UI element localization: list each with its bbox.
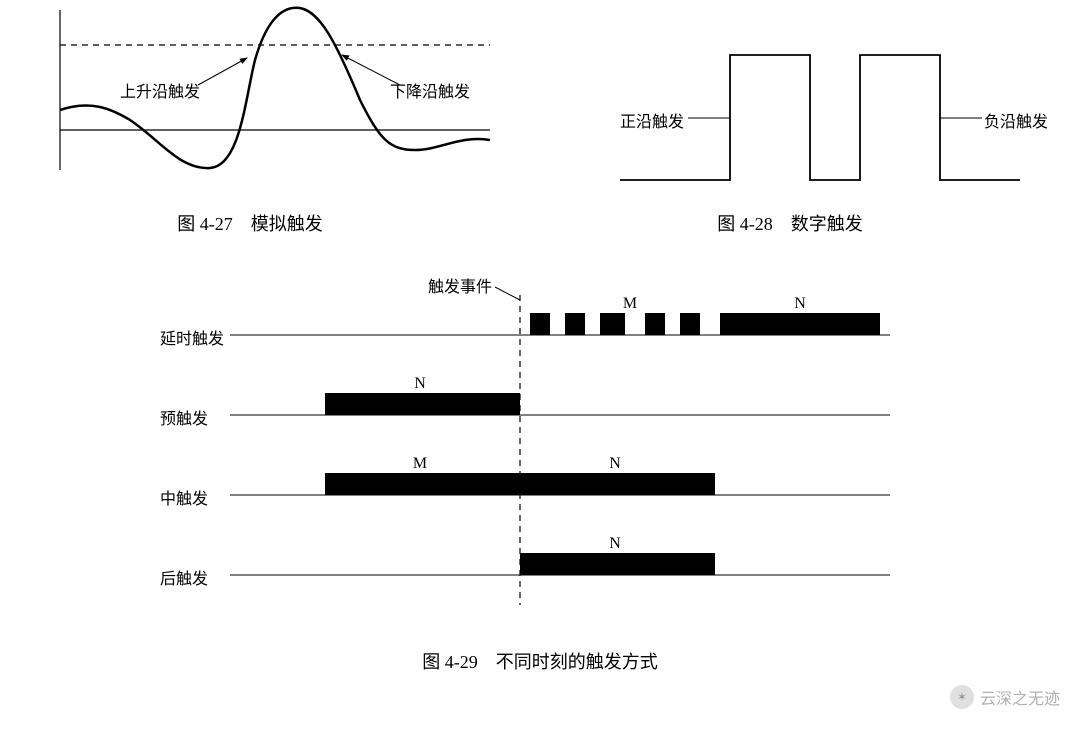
pos-edge-label: 正沿触发 (620, 108, 684, 132)
pre-n-bar (325, 393, 520, 415)
rising-leader (198, 58, 247, 85)
delay-pulse-1 (530, 313, 550, 335)
delay-n-bar (720, 313, 880, 335)
delay-row-label: 延时触发 (160, 325, 224, 349)
delay-pulse-2 (565, 313, 585, 335)
wechat-icon: ✶ (950, 685, 974, 709)
fig-4-28-caption: 图 4-28 数字触发 (660, 210, 920, 236)
fig-4-29: M N N M N N 延时触发 预触发 中触发 后触发 触发事件 (160, 275, 920, 650)
fig-4-29-svg: M N N M N N (160, 275, 920, 645)
fig-4-28: 正沿触发 负沿触发 (600, 10, 1030, 215)
falling-edge-label: 下降沿触发 (390, 78, 470, 102)
post-row-label: 后触发 (160, 565, 208, 589)
watermark: ✶ 云深之无迹 (950, 685, 1060, 709)
fig-4-27-caption: 图 4-27 模拟触发 (120, 210, 380, 236)
delay-pulse-3 (600, 313, 625, 335)
delay-n-letter: N (794, 295, 806, 312)
delay-pulse-5 (680, 313, 700, 335)
post-n-bar (520, 553, 715, 575)
pre-n-letter: N (414, 375, 426, 392)
fig-4-27: 上升沿触发 下降沿触发 (20, 0, 500, 205)
mid-m-letter: M (413, 455, 427, 472)
mid-row-label: 中触发 (160, 485, 208, 509)
pre-row-label: 预触发 (160, 405, 208, 429)
post-n-letter: N (609, 535, 621, 552)
fig-4-29-caption: 图 4-29 不同时刻的触发方式 (360, 648, 720, 674)
delay-pulse-4 (645, 313, 665, 335)
rising-edge-label: 上升沿触发 (120, 78, 200, 102)
mid-m-bar (325, 473, 520, 495)
neg-edge-label: 负沿触发 (984, 108, 1048, 132)
trigger-event-label: 触发事件 (428, 273, 492, 297)
delay-m-letter: M (623, 295, 637, 312)
event-leader (495, 287, 520, 300)
mid-n-letter: N (609, 455, 621, 472)
mid-n-bar (520, 473, 715, 495)
watermark-text: 云深之无迹 (980, 685, 1060, 709)
